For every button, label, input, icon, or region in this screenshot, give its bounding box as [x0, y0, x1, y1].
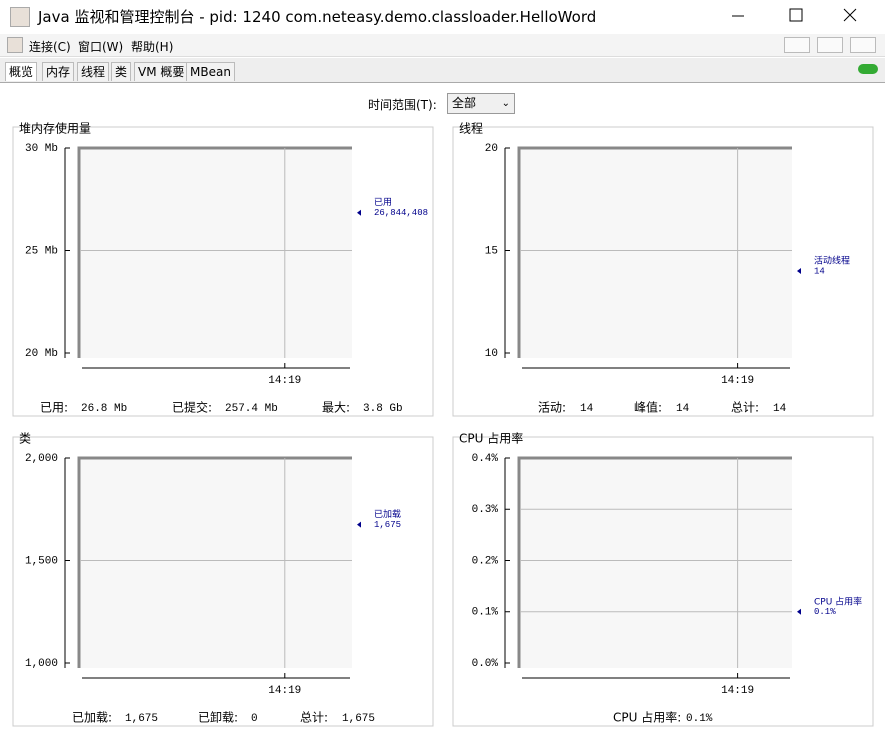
- stat-value: 14: [580, 403, 594, 415]
- menu-item[interactable]: 帮助(H): [131, 40, 174, 54]
- value-marker: [357, 209, 361, 216]
- stat-label: 最大:: [322, 401, 350, 415]
- time-range-select[interactable]: 全部 ⌄: [447, 93, 515, 114]
- menu-bar: 连接(C) 窗口(W) 帮助(H): [0, 34, 885, 57]
- stat-value: 0.1%: [686, 713, 713, 725]
- x-tick-label: 14:19: [268, 685, 301, 697]
- app-icon: [10, 7, 30, 27]
- x-tick-label: 14:19: [268, 375, 301, 387]
- plot-area: [78, 458, 352, 668]
- panel-border: [452, 436, 874, 727]
- y-tick-label: 1,500: [25, 555, 58, 567]
- y-tick-label: 2,000: [25, 453, 58, 465]
- stat-value: 14: [676, 403, 690, 415]
- plot-frame: [77, 456, 352, 668]
- stat-value: 1,675: [342, 713, 375, 725]
- stat-label: 总计:: [731, 401, 759, 415]
- panel-border: [452, 126, 874, 417]
- plot-frame: [517, 456, 792, 668]
- plot-area: [518, 458, 792, 668]
- stat-value: 1,675: [125, 713, 158, 725]
- plot-frame: [517, 146, 792, 358]
- panel-border: [12, 126, 434, 417]
- x-tick-label: 14:19: [721, 375, 754, 387]
- stat-label: CPU 占用率:: [613, 710, 681, 725]
- stat-value: 26.8 Mb: [81, 403, 127, 415]
- stat-value: 0: [251, 713, 258, 725]
- title-bar: Java 监视和管理控制台 - pid: 1240 com.neteasy.de…: [0, 0, 885, 32]
- stat-label: 已加载:: [72, 711, 112, 725]
- connection-icon: [858, 64, 878, 74]
- panel-title: 类: [19, 432, 31, 446]
- y-tick-label: 30 Mb: [25, 143, 58, 155]
- stat-label: 活动:: [538, 401, 566, 415]
- plot-area: [78, 148, 352, 358]
- y-tick-label: 20 Mb: [25, 348, 58, 360]
- y-tick-label: 0.2%: [472, 555, 499, 567]
- series-name: 活动线程: [814, 255, 850, 267]
- y-tick-label: 10: [485, 348, 498, 360]
- inner-minimize[interactable]: [784, 37, 810, 53]
- panel-border: [12, 436, 434, 727]
- plot-area: [518, 148, 792, 358]
- series-name: 已加载: [374, 508, 401, 520]
- x-tick-label: 14:19: [721, 685, 754, 697]
- stat-label: 峰值:: [634, 400, 662, 415]
- tab[interactable]: MBean: [186, 62, 235, 81]
- y-tick-label: 20: [485, 143, 498, 155]
- y-tick-label: 0.0%: [472, 658, 499, 670]
- stat-label: 已提交:: [172, 400, 212, 415]
- series-value-label: 0.1%: [814, 607, 836, 617]
- tab-bar: 概览 内存 线程 类 VM 概要 MBean: [0, 58, 885, 83]
- series-value-label: 1,675: [374, 520, 401, 530]
- stat-value: 14: [773, 403, 787, 415]
- value-marker: [357, 521, 361, 528]
- inner-restore[interactable]: [817, 37, 843, 53]
- menu-item[interactable]: 窗口(W): [78, 40, 124, 54]
- y-tick-label: 15: [485, 245, 498, 257]
- stat-label: 已卸载:: [198, 710, 238, 725]
- value-marker: [797, 608, 801, 615]
- series-name: 已用: [374, 197, 392, 208]
- panel-title: 堆内存使用量: [19, 121, 91, 136]
- stat-value: 257.4 Mb: [225, 403, 278, 415]
- tab[interactable]: 类: [111, 62, 132, 81]
- series-value-label: 14: [814, 266, 825, 276]
- menu-icon: [7, 37, 23, 53]
- select-arrow: ⌄: [501, 98, 510, 109]
- y-tick-label: 0.3%: [472, 504, 499, 516]
- stat-value: 3.8 Gb: [363, 403, 403, 415]
- stat-label: 已用:: [40, 401, 68, 415]
- plot-frame: [77, 146, 352, 358]
- stat-label: 总计:: [300, 711, 328, 725]
- series-name: CPU 占用率: [814, 595, 862, 607]
- y-tick-label: 0.4%: [472, 453, 499, 465]
- y-tick-label: 1,000: [25, 658, 58, 670]
- panel-title: 线程: [459, 121, 483, 136]
- inner-close[interactable]: [850, 37, 876, 53]
- y-tick-label: 25 Mb: [25, 245, 58, 257]
- window-title: Java 监视和管理控制台 - pid: 1240 com.neteasy.de…: [38, 8, 597, 26]
- window-controls[interactable]: [720, 0, 885, 32]
- series-value-label: 26,844,408: [374, 208, 428, 218]
- time-range-label: 时间范围(T):: [368, 98, 437, 112]
- menu-item[interactable]: 连接(C): [29, 40, 71, 54]
- tab[interactable]: 概览: [5, 62, 38, 81]
- tab[interactable]: 线程: [77, 62, 110, 81]
- value-marker: [797, 268, 801, 274]
- tab[interactable]: VM 概要: [134, 62, 189, 81]
- y-tick-label: 0.1%: [472, 607, 499, 619]
- panel-title: CPU 占用率: [459, 431, 523, 446]
- tab[interactable]: 内存: [42, 62, 75, 81]
- select-value: 全部: [452, 96, 477, 110]
